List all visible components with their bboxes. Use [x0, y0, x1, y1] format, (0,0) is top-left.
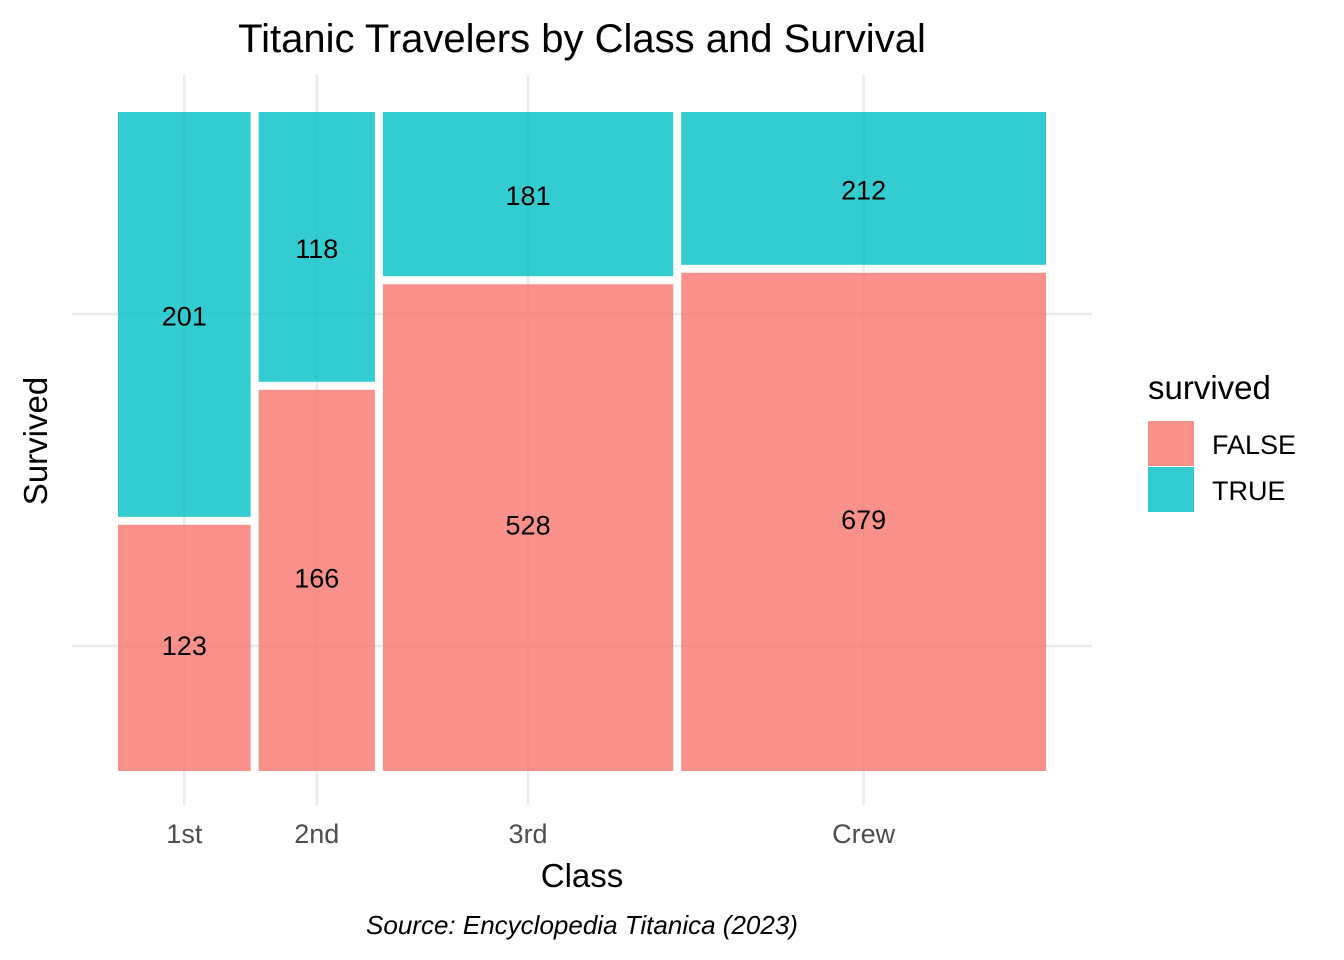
tile-3rd-true	[382, 112, 674, 277]
chart-caption: Source: Encyclopedia Titanica (2023)	[366, 910, 798, 940]
legend-key-true	[1148, 467, 1194, 512]
count-labels: 201 123 118 166 181 528 212 679	[162, 175, 886, 661]
count-label-3rd-true: 181	[506, 181, 551, 211]
count-label-1st-true: 201	[162, 301, 207, 331]
legend-key-false	[1148, 421, 1194, 466]
y-axis-title: Survived	[17, 377, 54, 505]
x-tick-label: Crew	[832, 819, 896, 849]
legend-label-true: TRUE	[1212, 476, 1286, 506]
tile-1st-true	[118, 112, 251, 517]
x-tick-labels: 1st 2nd 3rd Crew	[166, 819, 895, 849]
tile-2nd-false	[258, 389, 375, 771]
mosaic-tiles	[118, 112, 1046, 771]
chart-title: Titanic Travelers by Class and Survival	[238, 17, 926, 61]
x-tick-label: 2nd	[294, 819, 339, 849]
count-label-3rd-false: 528	[506, 511, 551, 541]
x-axis-title: Class	[541, 857, 624, 894]
tile-crew-false	[681, 272, 1046, 771]
count-label-crew-false: 679	[841, 505, 886, 535]
legend-label-false: FALSE	[1212, 430, 1296, 460]
tile-2nd-true	[258, 112, 375, 382]
count-label-crew-true: 212	[841, 175, 886, 205]
x-tick-label: 1st	[166, 819, 203, 849]
legend: survived FALSE TRUE	[1148, 369, 1296, 512]
count-label-2nd-false: 166	[294, 563, 339, 593]
tile-1st-false	[118, 524, 251, 771]
tile-crew-true	[681, 112, 1046, 265]
x-tick-label: 3rd	[509, 819, 548, 849]
count-label-2nd-true: 118	[295, 234, 338, 264]
legend-title: survived	[1148, 369, 1271, 406]
tile-3rd-false	[382, 284, 674, 771]
count-label-1st-false: 123	[162, 631, 207, 661]
